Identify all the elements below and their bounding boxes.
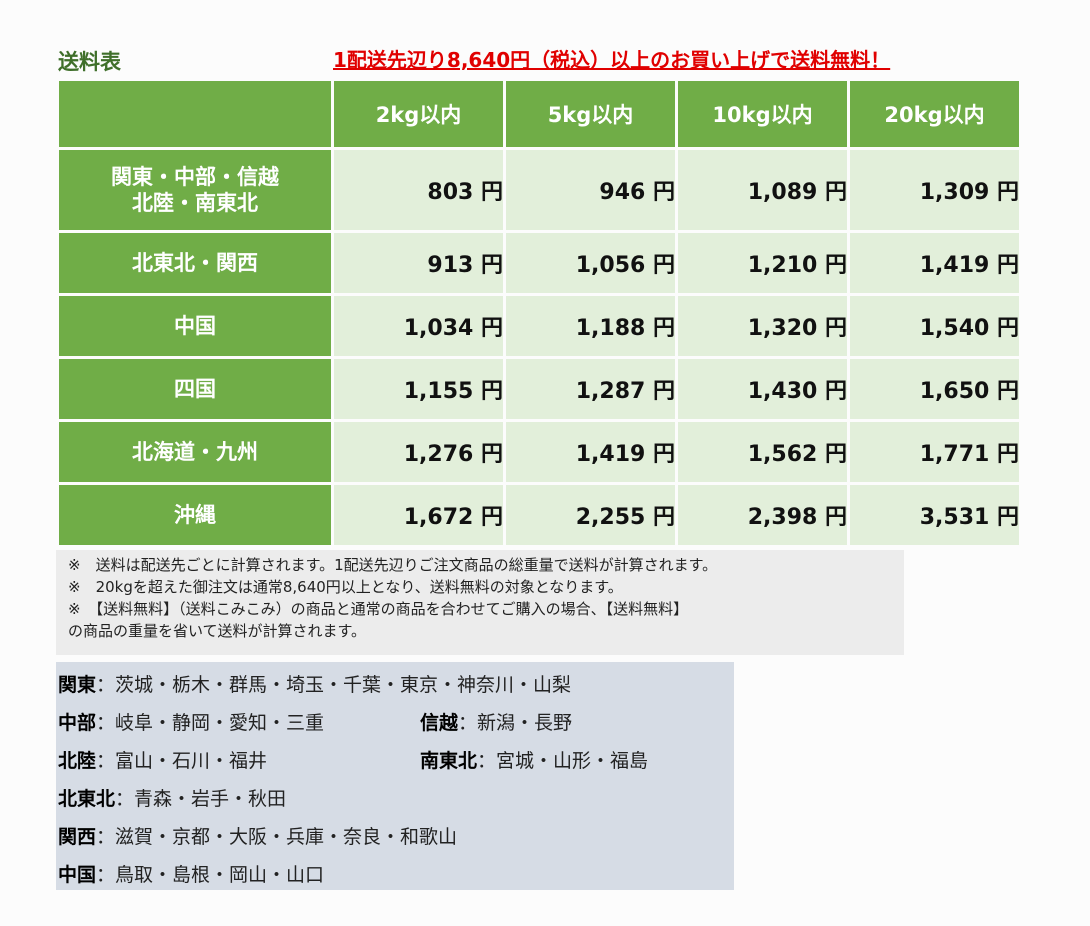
table-row: 関東・中部・信越 北陸・南東北 803 円 946 円 1,089 円 1,30… [59,150,1019,230]
price-cell: 1,430 円 [678,359,847,419]
column-header: 10kg以内 [678,81,847,147]
price-cell: 1,276 円 [334,422,503,482]
price-cell: 1,056 円 [506,233,675,293]
price-cell: 913 円 [334,233,503,293]
row-header: 四国 [59,359,331,419]
shipping-rate-table: 2kg以内 5kg以内 10kg以内 20kg以内 関東・中部・信越 北陸・南東… [56,78,1022,548]
region-legend: 関東：茨城・栃木・群馬・埼玉・千葉・東京・神奈川・山梨 中部：岐阜・静岡・愛知・… [56,662,734,890]
row-header: 沖縄 [59,485,331,545]
price-cell: 946 円 [506,150,675,230]
region-name: 南東北 [420,750,478,772]
price-cell: 1,287 円 [506,359,675,419]
price-cell: 1,650 円 [850,359,1019,419]
region-prefectures: ：宮城・山形・福島 [477,750,649,772]
region-prefectures: ：青森・岩手・秋田 [115,788,287,810]
region-prefectures: ：富山・石川・福井 [96,750,268,772]
price-cell: 1,562 円 [678,422,847,482]
price-cell: 1,309 円 [850,150,1019,230]
region-prefectures: ：滋賀・京都・大阪・兵庫・奈良・和歌山 [96,826,458,848]
note-line: ※ 【送料無料】（送料こみこみ）の商品と通常の商品を合わせてご購入の場合、【送料… [68,600,689,618]
region-minami-tohoku: 南東北：宮城・山形・福島 [420,746,648,773]
price-cell: 1,210 円 [678,233,847,293]
column-header: 2kg以内 [334,81,503,147]
region-chugoku: 中国：鳥取・島根・岡山・山口 [58,860,324,887]
region-name: 関東 [58,674,97,696]
free-shipping-notice: 1配送先辺り8,640円（税込）以上のお買い上げで送料無料！ [333,48,891,72]
column-header: 20kg以内 [850,81,1019,147]
table-row: 北海道・九州 1,276 円 1,419 円 1,562 円 1,771 円 [59,422,1019,482]
price-cell: 1,540 円 [850,296,1019,356]
region-chubu: 中部：岐阜・静岡・愛知・三重 [58,708,324,735]
price-cell: 1,188 円 [506,296,675,356]
shipping-notes: ※ 送料は配送先ごとに計算されます。1配送先辺りご注文商品の総重量で送料が計算さ… [56,550,904,655]
corner-cell [59,81,331,147]
table-row: 北東北・関西 913 円 1,056 円 1,210 円 1,419 円 [59,233,1019,293]
price-cell: 1,155 円 [334,359,503,419]
price-cell: 1,672 円 [334,485,503,545]
region-name: 関西 [58,826,97,848]
price-cell: 2,255 円 [506,485,675,545]
row-header-line: 関東・中部・信越 [111,164,279,189]
region-hokuriku: 北陸：富山・石川・福井 [58,746,267,773]
row-header: 中国 [59,296,331,356]
column-header: 5kg以内 [506,81,675,147]
row-header: 関東・中部・信越 北陸・南東北 [59,150,331,230]
note-line: ※ 20kgを超えた御注文は通常8,640円以上となり、送料無料の対象となります… [68,578,623,596]
price-cell: 1,419 円 [506,422,675,482]
region-name: 北東北 [58,788,116,810]
table-row: 沖縄 1,672 円 2,255 円 2,398 円 3,531 円 [59,485,1019,545]
region-shinetsu: 信越：新潟・長野 [420,708,572,735]
region-kansai: 関西：滋賀・京都・大阪・兵庫・奈良・和歌山 [58,822,457,849]
region-name: 北陸 [58,750,97,772]
price-cell: 1,089 円 [678,150,847,230]
price-cell: 3,531 円 [850,485,1019,545]
note-line: ※ 送料は配送先ごとに計算されます。1配送先辺りご注文商品の総重量で送料が計算さ… [68,556,718,574]
price-cell: 803 円 [334,150,503,230]
price-cell: 1,419 円 [850,233,1019,293]
region-name: 中部 [58,712,97,734]
row-header: 北東北・関西 [59,233,331,293]
note-line: の商品の重量を省いて送料が計算されます。 [68,622,367,640]
row-header-line: 北陸・南東北 [132,191,258,215]
row-header: 北海道・九州 [59,422,331,482]
region-prefectures: ：茨城・栃木・群馬・埼玉・千葉・東京・神奈川・山梨 [96,674,572,696]
table-row: 中国 1,034 円 1,188 円 1,320 円 1,540 円 [59,296,1019,356]
region-prefectures: ：岐阜・静岡・愛知・三重 [96,712,325,734]
price-cell: 1,320 円 [678,296,847,356]
region-prefectures: ：新潟・長野 [458,712,573,734]
table-row: 四国 1,155 円 1,287 円 1,430 円 1,650 円 [59,359,1019,419]
price-cell: 1,034 円 [334,296,503,356]
region-kita-tohoku: 北東北：青森・岩手・秋田 [58,784,286,811]
region-prefectures: ：鳥取・島根・岡山・山口 [96,864,325,886]
price-cell: 2,398 円 [678,485,847,545]
price-cell: 1,771 円 [850,422,1019,482]
region-kanto: 関東：茨城・栃木・群馬・埼玉・千葉・東京・神奈川・山梨 [58,670,571,697]
table-header-row: 2kg以内 5kg以内 10kg以内 20kg以内 [59,81,1019,147]
page-title: 送料表 [58,50,121,74]
region-name: 信越 [420,712,459,734]
region-name: 中国 [58,864,97,886]
